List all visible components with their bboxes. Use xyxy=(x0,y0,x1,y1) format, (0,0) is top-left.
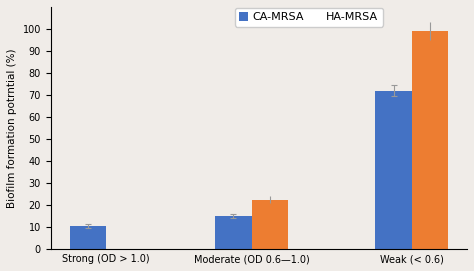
Y-axis label: Biofilm formation potrntial (%): Biofilm formation potrntial (%) xyxy=(7,48,17,208)
Bar xyxy=(70,226,106,249)
Bar xyxy=(252,200,288,249)
Legend: CA-MRSA, HA-MRSA: CA-MRSA, HA-MRSA xyxy=(235,8,383,27)
Bar xyxy=(215,216,252,249)
Bar xyxy=(412,31,448,249)
Bar xyxy=(375,91,412,249)
